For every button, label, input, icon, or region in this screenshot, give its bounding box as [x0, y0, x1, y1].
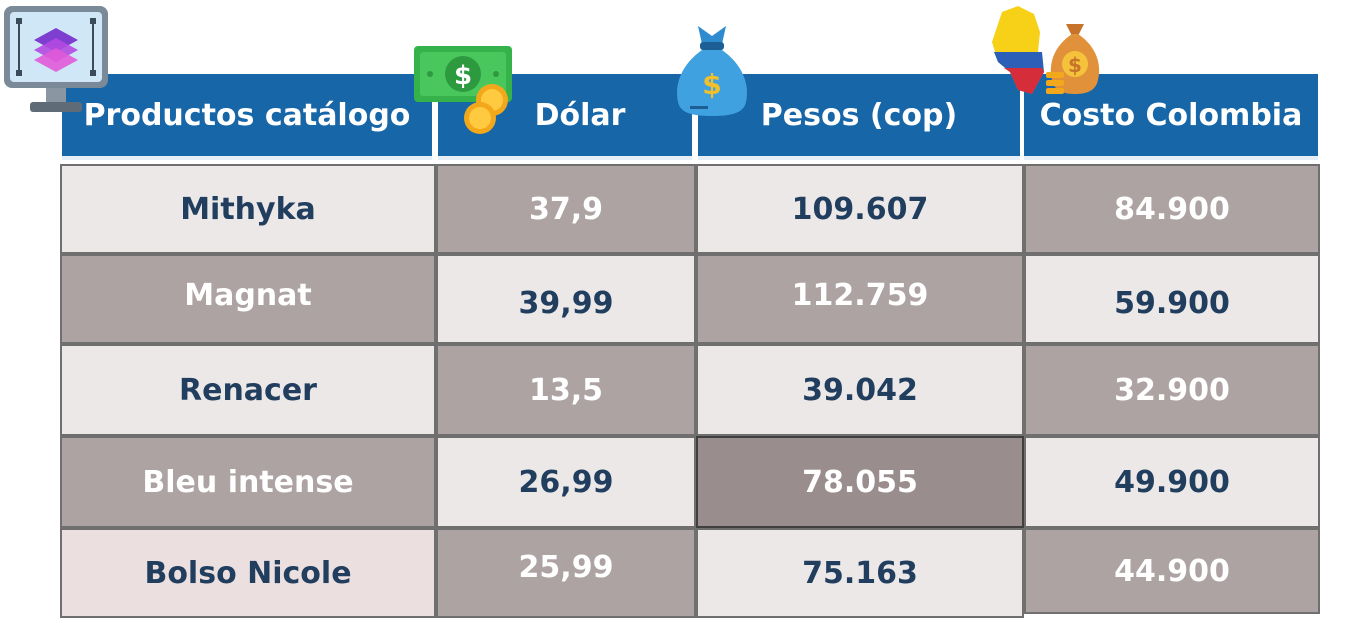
- cell-dolar-1: 37,9: [436, 164, 696, 254]
- svg-text:$: $: [454, 61, 472, 91]
- cell-product-1: Mithyka: [60, 164, 436, 254]
- cell-product-3: Renacer: [60, 344, 436, 436]
- monitor-layers-icon: [4, 6, 108, 112]
- cell-product-4: Bleu intense: [60, 436, 436, 528]
- colombia-map-money-bag-icon: $: [992, 6, 1100, 94]
- svg-text:$: $: [702, 68, 721, 101]
- cell-costo-1: 84.900: [1024, 164, 1320, 254]
- svg-text:$: $: [1068, 53, 1082, 77]
- cell-product-2: Magnat: [60, 254, 436, 344]
- cell-costo-3: 32.900: [1024, 344, 1320, 436]
- cell-pesos-5: 75.163: [696, 528, 1024, 618]
- cell-dolar-5: 25,99: [436, 528, 696, 618]
- cell-product-5: Bolso Nicole: [60, 528, 436, 618]
- cell-costo-4: 49.900: [1024, 436, 1320, 528]
- header-pesos: Pesos (cop): [698, 74, 1020, 160]
- cell-costo-5: 44.900: [1024, 528, 1320, 614]
- money-bag-icon: $: [677, 26, 747, 116]
- cell-pesos-1: 109.607: [696, 164, 1024, 254]
- cell-costo-2: 59.900: [1024, 254, 1320, 344]
- header-productos: Productos catálogo: [62, 74, 432, 160]
- cell-dolar-2: 39,99: [436, 254, 696, 344]
- cell-dolar-4: 26,99: [436, 436, 696, 528]
- cell-dolar-3: 13,5: [436, 344, 696, 436]
- cell-pesos-4: 78.055: [696, 436, 1024, 528]
- cell-pesos-2: 112.759: [696, 254, 1024, 344]
- banknote-coins-icon: $: [414, 46, 512, 134]
- cell-pesos-3: 39.042: [696, 344, 1024, 436]
